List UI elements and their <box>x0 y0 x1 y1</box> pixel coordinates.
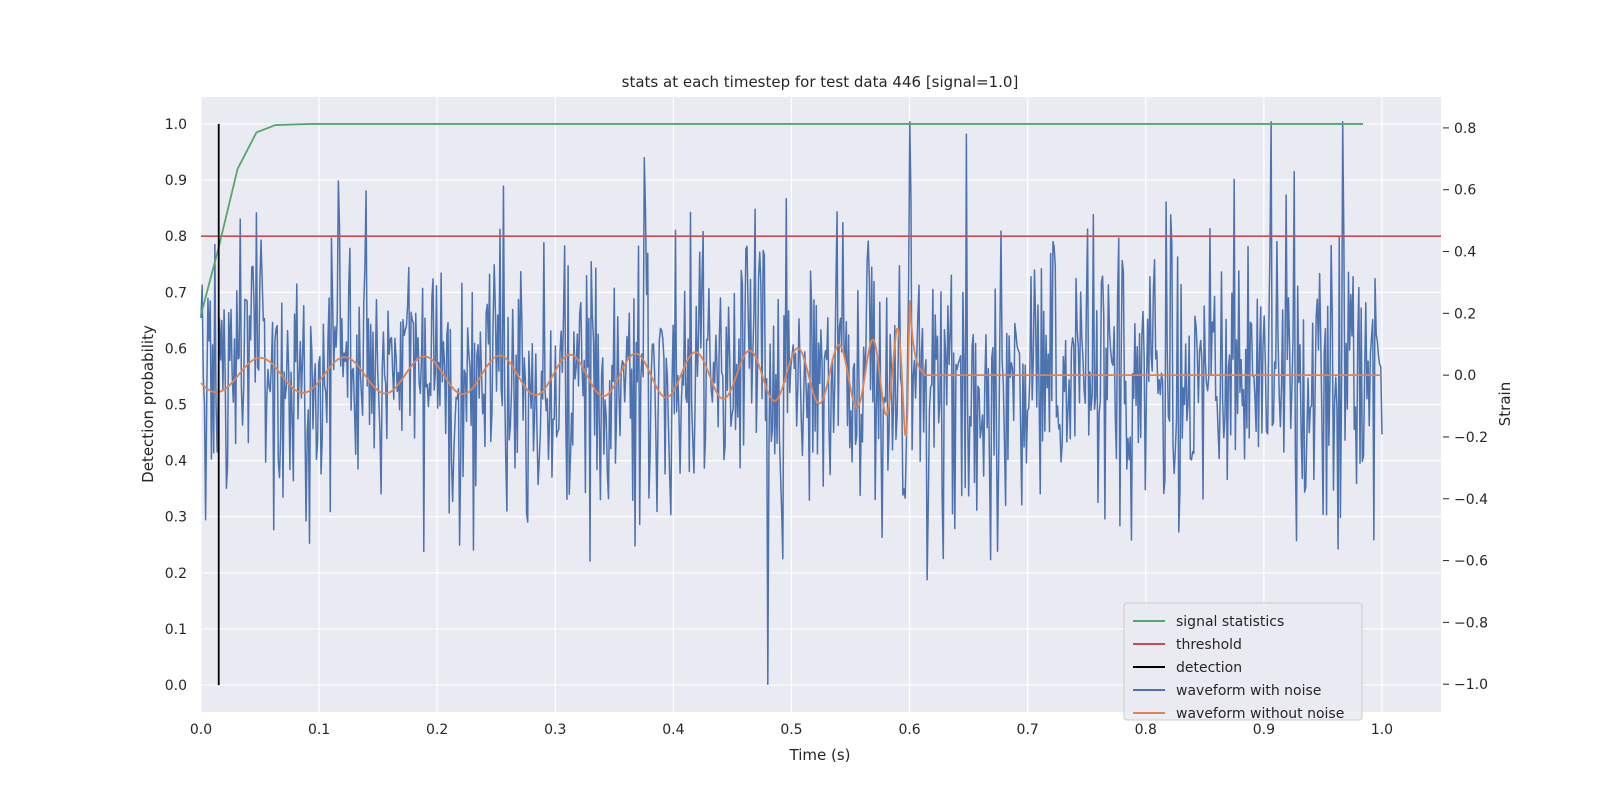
y-right-tick-label: 0.4 <box>1454 245 1476 261</box>
line-signal-statistics <box>200 123 1364 315</box>
y-tick-label: 0.5 <box>165 398 187 414</box>
x-tick-label: 0.9 <box>1253 722 1275 738</box>
y-right-tick-label: −0.8 <box>1454 615 1488 631</box>
y-right-tick-label: 0.2 <box>1454 306 1476 322</box>
y-tick-label: 0.1 <box>165 622 187 638</box>
y-right-tick-label: 0.0 <box>1454 368 1476 384</box>
y-right-tick-label: −0.4 <box>1454 492 1488 508</box>
y-tick-label: 0.8 <box>165 229 187 245</box>
y-tick-label: 0.2 <box>165 566 187 582</box>
series-waveform-with-noise <box>200 120 1383 685</box>
y-tick-label: 0.9 <box>165 173 187 189</box>
y-right-tick-label: −0.2 <box>1454 430 1488 446</box>
y-right-tick-label: −1.0 <box>1454 677 1488 693</box>
series-waveform-without-noise <box>200 300 1382 437</box>
y-right-tick-label: 0.6 <box>1454 183 1476 199</box>
legend-label: waveform without noise <box>1176 706 1344 722</box>
x-tick-label: 0.2 <box>426 722 448 738</box>
y-right-tick-label: 0.8 <box>1454 121 1476 137</box>
x-tick-label: 1.0 <box>1371 722 1393 738</box>
x-tick-label: 0.8 <box>1135 722 1157 738</box>
y-tick-label: 0.7 <box>165 285 187 301</box>
legend-box <box>1123 602 1363 721</box>
y-tick-label: 1.0 <box>165 117 187 133</box>
legend-label: waveform with noise <box>1176 683 1321 699</box>
line-waveform-with-noise <box>200 120 1383 685</box>
series-signal-statistics <box>200 123 1364 315</box>
legend-label: signal statistics <box>1176 614 1284 630</box>
x-tick-label: 0.5 <box>780 722 802 738</box>
x-tick-label: 0.6 <box>898 722 920 738</box>
legend-entries: signal statistics threshold detection wavef… <box>1133 614 1344 722</box>
legend-label: detection <box>1176 660 1242 676</box>
y-tick-label: 0.6 <box>165 341 187 357</box>
x-tick-label: 0.0 <box>190 722 212 738</box>
y-right-axis-ticks: −1.0 −0.8 −0.6 −0.4 −0.2 0.0 0.2 0.4 0.6 0.8 <box>1443 121 1488 693</box>
chart-title: stats at each timestep for test data 446… <box>622 73 1019 91</box>
y-right-tick-label: −0.6 <box>1454 554 1488 570</box>
y-tick-label: 0.3 <box>165 510 187 526</box>
y-axis-label: Detection probability <box>139 325 157 483</box>
x-axis-label: Time (s) <box>789 746 851 764</box>
x-tick-label: 0.7 <box>1017 722 1039 738</box>
y-tick-label: 0.0 <box>165 678 187 694</box>
x-axis-ticks: 0.0 0.1 0.2 0.3 0.4 0.5 0.6 0.7 0.8 0.9 1.0 <box>190 722 1393 738</box>
x-tick-label: 0.3 <box>544 722 566 738</box>
y-axis-ticks: 0.0 0.1 0.2 0.3 0.4 0.5 0.6 0.7 0.8 0.9 1.0 <box>165 117 187 694</box>
legend-label: threshold <box>1176 637 1242 653</box>
line-waveform-without-noise <box>200 300 1382 437</box>
x-tick-label: 0.4 <box>662 722 684 738</box>
x-tick-label: 0.1 <box>308 722 330 738</box>
y-right-axis-label: Strain <box>1496 382 1514 426</box>
y-tick-label: 0.4 <box>165 454 187 470</box>
legend: signal statistics threshold detection wavef… <box>1123 602 1363 722</box>
